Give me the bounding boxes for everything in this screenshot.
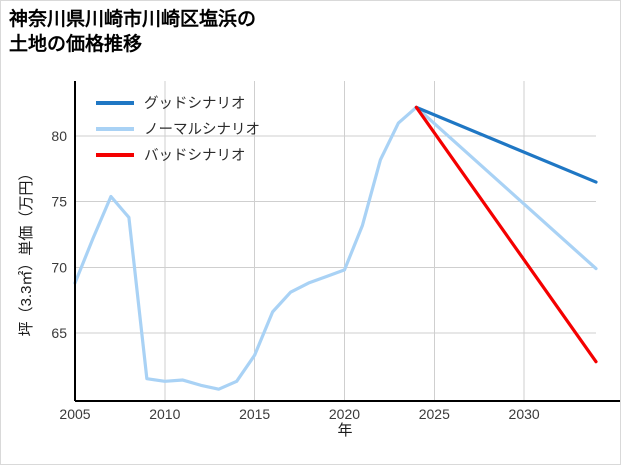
series-line-normal — [73, 105, 598, 391]
series-line-bad — [414, 105, 598, 364]
legend-label: グッドシナリオ — [144, 95, 246, 112]
axis-spines — [73, 81, 620, 403]
page-title: 神奈川県川崎市川崎区塩浜の 土地の価格推移 — [9, 9, 257, 56]
legend-label: バッドシナリオ — [144, 148, 246, 164]
y-tick-label: 75 — [51, 194, 67, 210]
x-tick-label: 2030 — [509, 406, 540, 422]
series-group — [73, 105, 598, 391]
x-tick-label: 2005 — [59, 406, 90, 422]
x-tick-label: 2010 — [149, 406, 180, 422]
legend-label: ノーマルシナリオ — [144, 122, 260, 138]
series-line-good — [414, 105, 598, 184]
x-tick-label: 2020 — [329, 406, 360, 422]
x-tick-label: 2015 — [239, 406, 270, 422]
y-tick-label: 65 — [51, 325, 67, 341]
y-tick-label: 80 — [51, 128, 67, 144]
y-axis-title: 坪（3.3㎡）単価（万円） — [18, 166, 35, 337]
x-axis-title: 年 — [337, 422, 352, 439]
x-axis-ticks: 2005 2010 2015 2020 2025 2030 — [59, 406, 539, 422]
y-tick-label: 70 — [51, 259, 67, 275]
y-axis-ticks: 65 70 75 80 — [51, 128, 67, 341]
x-tick-label: 2025 — [419, 406, 450, 422]
gridlines-group — [74, 81, 596, 401]
